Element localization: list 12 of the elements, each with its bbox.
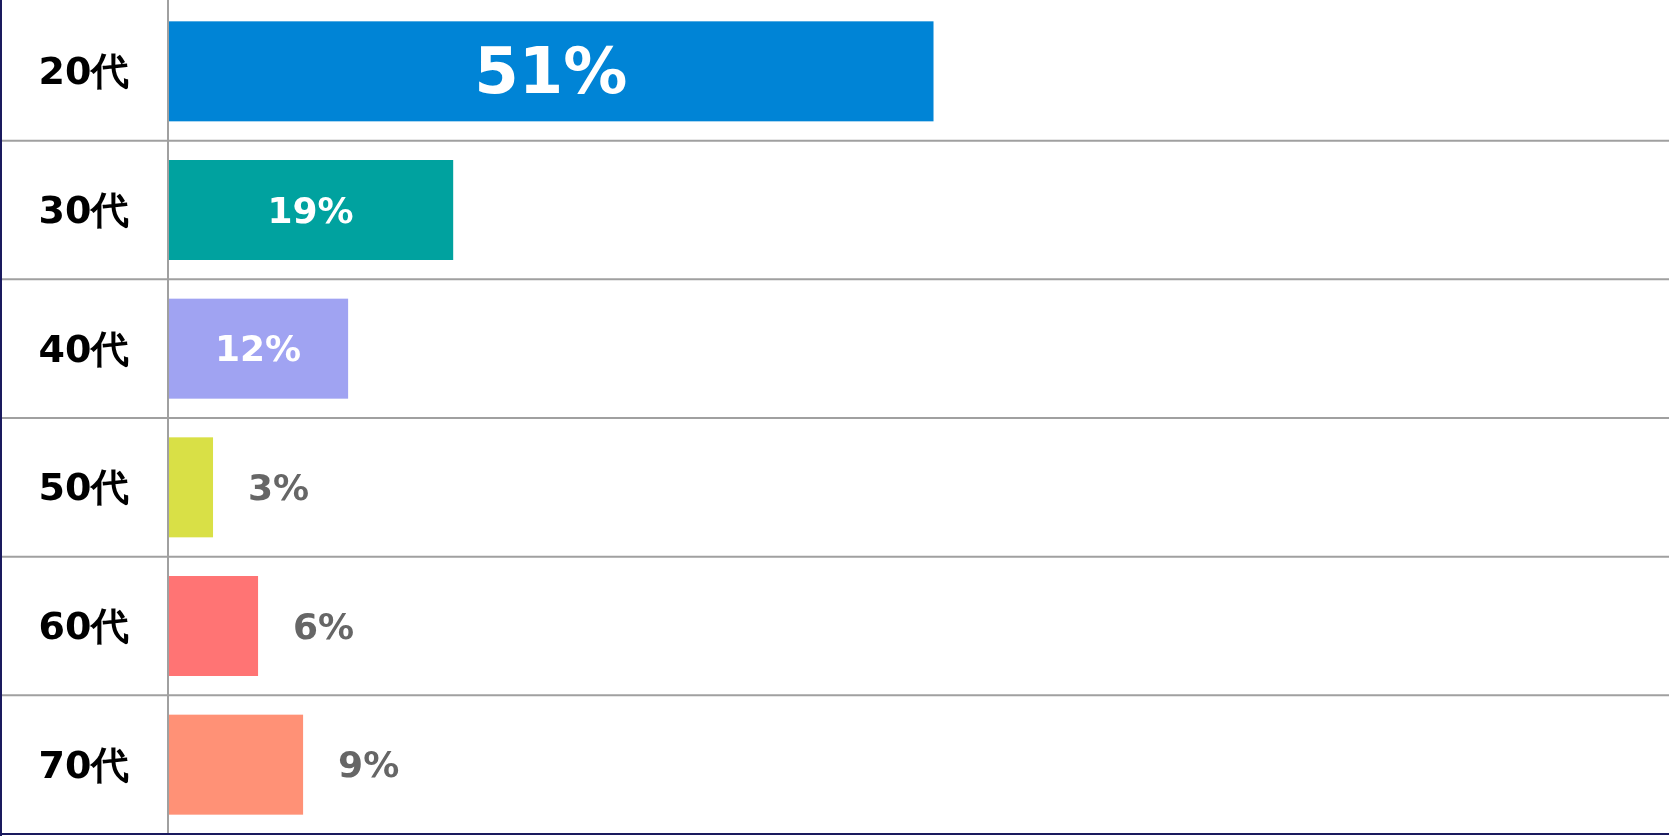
y-tick-label: 60代 [38, 604, 130, 648]
y-tick-label: 50代 [38, 465, 130, 510]
y-tick-label: 20代 [38, 49, 130, 94]
y-tick-label: 70代 [38, 742, 130, 787]
y-tick-label: 40代 [38, 326, 130, 371]
data-label: 9% [338, 744, 400, 786]
data-label: 19% [267, 189, 354, 231]
data-label: 3% [248, 466, 310, 508]
data-label: 6% [293, 605, 355, 647]
data-label: 12% [214, 328, 302, 370]
y-tick-label: 30代 [38, 188, 130, 232]
data-label: 51% [474, 34, 628, 109]
